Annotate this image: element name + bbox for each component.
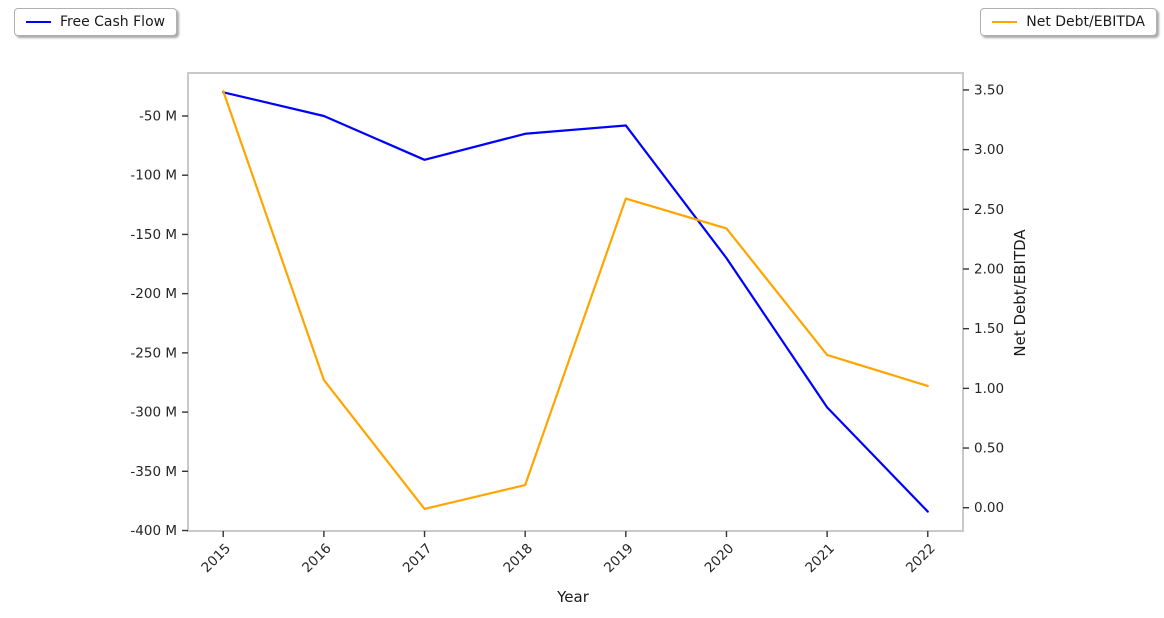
right-axis-tick-label: 1.00 [974,381,1004,397]
left-axis-tick-label: -150 M [130,227,177,243]
left-axis-tick-label: -50 M [139,108,177,124]
left-axis-tick-label: -350 M [130,464,177,480]
right-axis-title: Net Debt/EBITDA [1011,229,1029,357]
left-axis-tick-label: -200 M [130,286,177,302]
x-axis-tick-label: 2019 [601,541,637,577]
line-net-debt-ebitda [222,90,929,511]
x-axis-tick-label: 2018 [500,541,536,577]
right-axis-tick-label: 3.50 [974,82,1004,98]
right-axis-tick-label: 1.50 [974,321,1004,337]
right-axis-tick-label: 2.00 [974,261,1004,277]
right-axis-tick-label: 3.00 [974,142,1004,158]
x-axis-tick-label: 2021 [802,541,838,577]
x-axis-tick-label: 2015 [198,541,234,577]
x-axis-tick-label: 2022 [903,541,939,577]
legend-label-net-debt-ebitda: Net Debt/EBITDA [1026,14,1145,30]
left-axis-tick-label: -300 M [130,405,177,421]
left-axis-tick-label: -250 M [130,345,177,361]
x-axis-tick-label: 2017 [400,541,436,577]
legend-free-cash-flow: Free Cash Flow [14,8,178,36]
x-axis-tick-label: 2016 [299,541,335,577]
left-axis-tick-label: -400 M [130,523,177,539]
legend-net-debt-ebitda: Net Debt/EBITDA [980,8,1157,36]
legend-label-free-cash-flow: Free Cash Flow [60,14,166,30]
plot-border [187,72,964,532]
line-free-cash-flow [222,91,929,513]
right-axis-tick-label: 0.00 [974,500,1004,516]
legend-line-sample-blue [26,21,51,23]
legend-line-sample-orange [992,21,1018,23]
right-axis-tick-label: 0.50 [974,441,1004,457]
x-axis-tick-label: 2020 [702,541,738,577]
right-axis-tick-label: 2.50 [974,202,1004,218]
left-axis-tick-label: -100 M [130,168,177,184]
x-axis-title: Year [557,588,589,606]
